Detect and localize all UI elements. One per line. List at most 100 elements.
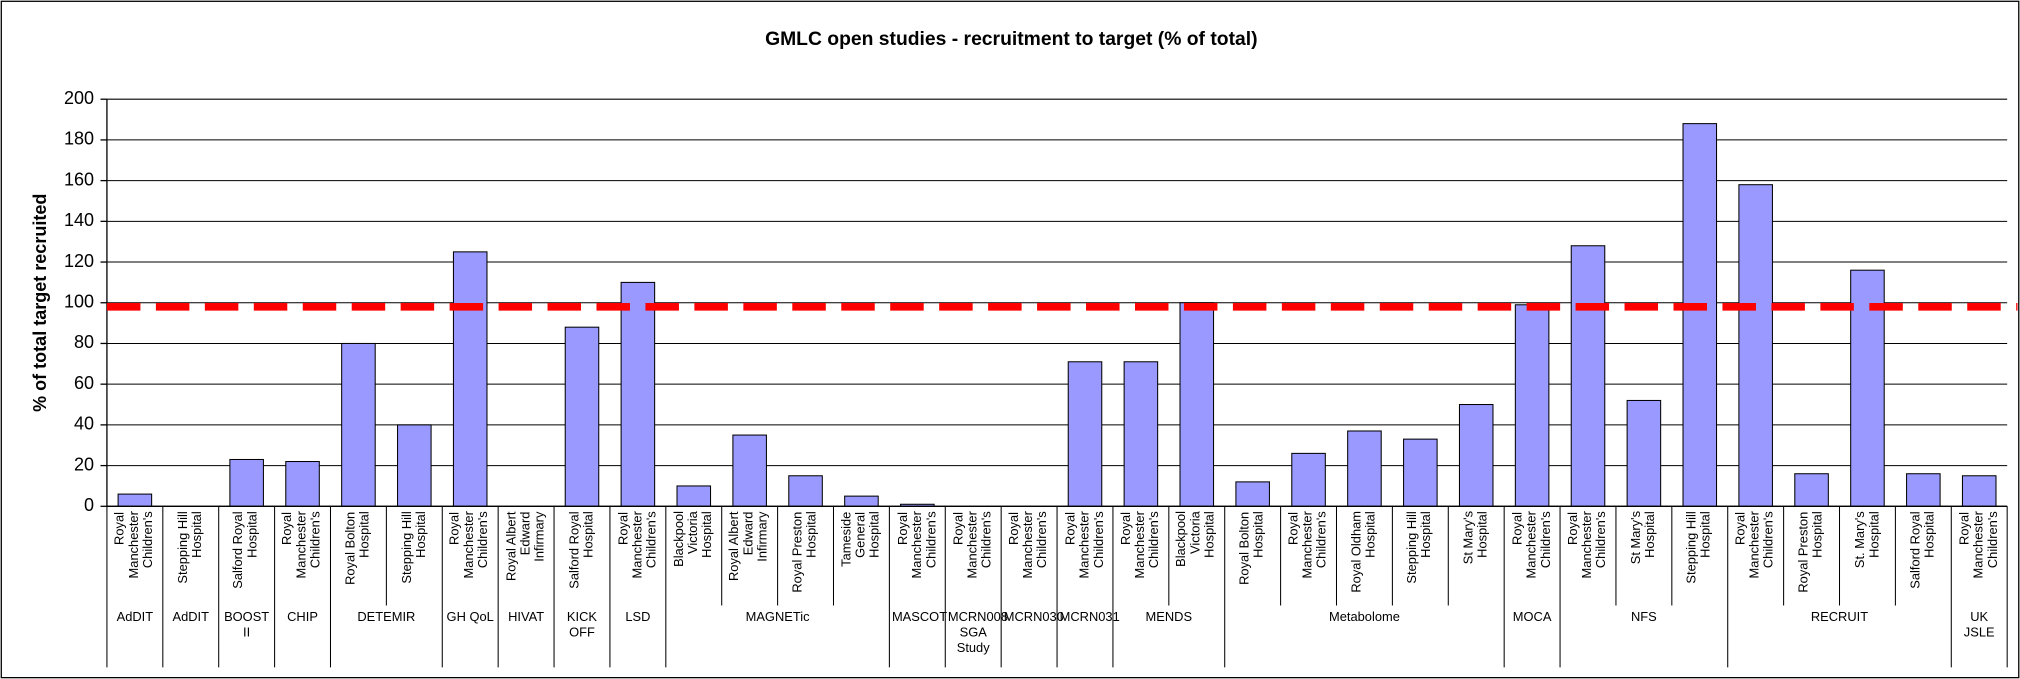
x-tick-label: Royal Manchester Children's bbox=[616, 511, 660, 579]
y-tick-label: 0 bbox=[84, 495, 94, 515]
y-tick-label: 120 bbox=[64, 251, 94, 271]
x-tick-cell: Royal Manchester Children's bbox=[1113, 511, 1169, 604]
group-label: UK JSLE bbox=[1963, 610, 1995, 641]
bar bbox=[1906, 473, 1941, 507]
bar bbox=[844, 495, 879, 507]
x-tick-label: St Mary's Hospital bbox=[1629, 511, 1659, 565]
bar bbox=[1682, 123, 1718, 507]
x-tick-label: St. Mary's Hospital bbox=[1853, 511, 1882, 569]
group-label: MCRN008 SGA Study bbox=[947, 610, 1008, 656]
group-label: Metabolome bbox=[1328, 610, 1400, 625]
x-tick-cell: Royal Manchester Children's bbox=[1057, 511, 1113, 604]
bar bbox=[788, 475, 823, 507]
x-tick-label: Royal Manchester Children's bbox=[113, 511, 157, 579]
y-tick-label: 140 bbox=[64, 210, 94, 230]
bar bbox=[1123, 361, 1159, 507]
bar bbox=[1403, 438, 1438, 507]
bar bbox=[452, 251, 488, 507]
x-tick-label: Royal Manchester Children's bbox=[1510, 511, 1554, 579]
x-tick-cell: Royal Manchester Children's bbox=[1001, 511, 1057, 604]
group-label: HIVAT bbox=[508, 610, 545, 625]
x-tick-cell: Royal Manchester Children's bbox=[1504, 511, 1560, 604]
chart-title: GMLC open studies - recruitment to targe… bbox=[765, 29, 1257, 50]
x-tick-label: Royal Albert Edward Infirmary bbox=[504, 511, 548, 581]
group-label: MASCOT bbox=[891, 610, 948, 625]
x-tick-label: Tameside General Hospital bbox=[840, 511, 883, 567]
x-tick-label: Royal Manchester Children's bbox=[1007, 511, 1051, 579]
x-tick-label: Stepping Hill Hospital bbox=[1406, 511, 1435, 584]
group-label: RECRUIT bbox=[1810, 610, 1869, 625]
x-tick-cell: St Mary's Hospital bbox=[1616, 511, 1672, 604]
bar bbox=[285, 461, 320, 507]
x-tick-cell: Royal Manchester Children's bbox=[442, 511, 498, 604]
group-label: BOOST II bbox=[224, 610, 270, 641]
group-label: NFS bbox=[1630, 610, 1657, 625]
bar bbox=[620, 281, 656, 507]
group-label: GH QoL bbox=[446, 610, 494, 625]
group-label: MOCA bbox=[1512, 610, 1552, 625]
x-tick-label: Royal Manchester Children's bbox=[1734, 511, 1777, 579]
x-tick-label: Salford Royal Hospital bbox=[1909, 511, 1938, 589]
x-tick-label: St Mary's Hospital bbox=[1462, 511, 1491, 565]
x-tick-cell: Stepping Hill Hospital bbox=[1672, 511, 1728, 604]
x-tick-label: Royal Albert Edward Infirmary bbox=[728, 511, 771, 581]
bar bbox=[397, 424, 432, 507]
x-tick-cell: Blackpool Victoria Hospital bbox=[666, 511, 722, 604]
y-tick-label: 160 bbox=[64, 169, 94, 189]
x-tick-label: Blackpool Victoria Hospital bbox=[672, 511, 716, 568]
y-tick-label: 20 bbox=[74, 454, 94, 474]
x-tick-cell: Salford Royal Hospital bbox=[1895, 511, 1951, 604]
x-tick-cell: Stepping Hill Hospital bbox=[163, 511, 219, 604]
x-tick-cell: Royal Albert Edward Infirmary bbox=[498, 511, 554, 604]
x-tick-cell: Royal Bolton Hospital bbox=[1225, 511, 1281, 604]
x-tick-label: Royal Manchester Children's bbox=[448, 511, 492, 579]
group-label: AdDIT bbox=[116, 610, 154, 625]
bar bbox=[1794, 473, 1829, 507]
x-tick-cell: Blackpool Victoria Hospital bbox=[1169, 511, 1225, 604]
y-tick-label: 60 bbox=[74, 373, 94, 393]
bar bbox=[1291, 452, 1326, 507]
group-label: DETEMIR bbox=[357, 610, 416, 625]
group-label: KICK OFF bbox=[566, 610, 598, 641]
y-tick-label: 200 bbox=[64, 88, 94, 108]
x-tick-cell: Royal Bolton Hospital bbox=[330, 511, 386, 604]
bar bbox=[1458, 404, 1494, 507]
bar bbox=[117, 493, 153, 507]
x-tick-cell: Royal Oldham Hospital bbox=[1336, 511, 1392, 604]
x-tick-cell: St. Mary's Hospital bbox=[1839, 511, 1895, 604]
x-tick-cell: St Mary's Hospital bbox=[1448, 511, 1504, 604]
x-tick-cell: Salford Royal Hospital bbox=[554, 511, 610, 604]
x-tick-label: Royal Preston Hospital bbox=[1797, 511, 1826, 593]
x-tick-label: Royal Manchester Children's bbox=[281, 511, 324, 579]
bar bbox=[676, 485, 712, 507]
x-tick-cell: Royal Manchester Children's bbox=[945, 511, 1001, 604]
bar bbox=[1626, 399, 1662, 507]
x-tick-cell: Tameside General Hospital bbox=[833, 511, 889, 604]
group-label: MCRN031 bbox=[1059, 610, 1120, 625]
y-tick-label: 180 bbox=[64, 129, 94, 149]
bar bbox=[1738, 184, 1773, 507]
x-tick-cell: Royal Manchester Children's bbox=[610, 511, 666, 604]
x-tick-cell: Royal Manchester Children's bbox=[1728, 511, 1784, 604]
x-tick-label: Royal Manchester Children's bbox=[1957, 511, 2001, 579]
x-tick-label: Royal Bolton Hospital bbox=[344, 511, 373, 585]
group-label: AdDIT bbox=[172, 610, 210, 625]
x-tick-label: Royal Oldham Hospital bbox=[1350, 511, 1379, 594]
x-tick-label: Royal Manchester Children's bbox=[1119, 511, 1163, 579]
x-tick-label: Stepping Hill Hospital bbox=[176, 511, 205, 584]
group-label: MENDS bbox=[1145, 610, 1193, 625]
x-tick-cell: Royal Manchester Children's bbox=[275, 511, 331, 604]
x-tick-label: Royal Manchester Children's bbox=[951, 511, 995, 579]
x-tick-cell: Royal Manchester Children's bbox=[107, 511, 163, 604]
x-tick-cell: Royal Albert Edward Infirmary bbox=[722, 511, 778, 604]
bar bbox=[1067, 361, 1103, 507]
group-label: LSD bbox=[625, 610, 651, 625]
x-tick-label: Blackpool Victoria Hospital bbox=[1175, 511, 1219, 568]
x-tick-label: Salford Royal Hospital bbox=[567, 511, 597, 589]
y-axis-title: % of total target recruited bbox=[30, 194, 50, 412]
x-tick-label: Stepping Hill Hospital bbox=[1685, 511, 1714, 584]
x-tick-cell: Royal Manchester Children's bbox=[889, 511, 945, 604]
x-tick-label: Royal Manchester Children's bbox=[1063, 511, 1107, 579]
